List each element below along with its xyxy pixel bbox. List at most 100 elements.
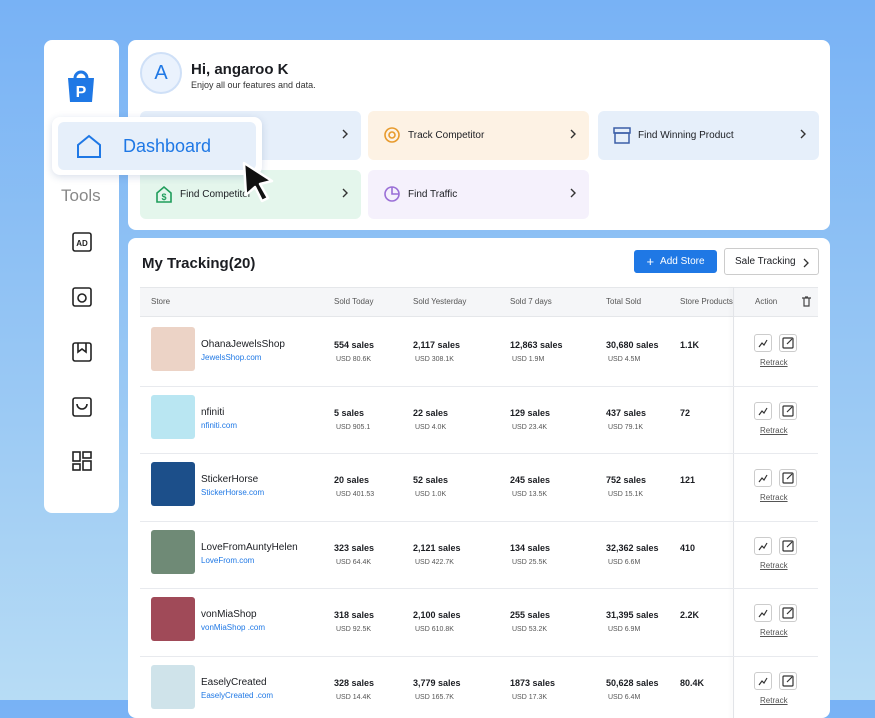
column-header: Sold 7 days	[510, 297, 552, 306]
store-link[interactable]: LoveFrom.com	[201, 555, 255, 565]
retrack-link[interactable]: Retrack	[760, 493, 788, 502]
sales-count: 245 sales	[510, 475, 551, 485]
store-thumbnail	[151, 664, 195, 709]
store-thumbnail	[151, 462, 195, 506]
add-store-button[interactable]: + Add Store	[634, 250, 717, 273]
row-divider	[140, 453, 818, 454]
column-header: Total Sold	[606, 297, 642, 306]
button-label: Add Store	[660, 256, 705, 267]
store-link[interactable]: StickerHorse.com	[201, 488, 265, 497]
sales-count: 2,100 sales	[413, 610, 461, 620]
quick-link[interactable]: Find Traffic	[368, 170, 589, 219]
store-name: vonMiaShop	[201, 609, 257, 620]
sales-count: 32,362 sales	[606, 542, 659, 553]
plus-icon: +	[646, 254, 655, 269]
sales-count: 2,117 sales	[413, 340, 461, 350]
sales-usd: USD 92.5K	[336, 626, 372, 633]
chart-button[interactable]	[754, 469, 772, 487]
edit-button[interactable]	[779, 536, 797, 555]
chart-button[interactable]	[754, 401, 772, 420]
store-name: EaselyCreated	[201, 676, 267, 688]
sales-count: 1873 sales	[510, 677, 556, 688]
chart-button[interactable]	[754, 536, 772, 555]
sales-usd: USD 80.6K	[336, 356, 372, 363]
column-header: Sold Yesterday	[413, 297, 467, 306]
sales-usd: USD 15.1K	[608, 491, 644, 498]
quick-link-label: Track Competitor	[408, 130, 485, 141]
sales-usd: USD 4.5M	[608, 356, 641, 363]
sales-usd: USD 422.7K	[415, 558, 454, 566]
section-label: Tools	[61, 186, 101, 205]
store-thumbnail	[151, 327, 195, 371]
svg-text:P: P	[76, 84, 87, 101]
store-products: 2.2K	[680, 610, 700, 620]
sales-usd: USD 165.7K	[415, 693, 454, 701]
store-products: 410	[680, 542, 696, 553]
store-link[interactable]: JewelsShop.com	[201, 353, 262, 362]
sales-usd: USD 905.1	[336, 423, 371, 431]
tracking-card: My Tracking(20) + Add Store Sale Tracking…	[128, 238, 830, 718]
store-thumbnail	[151, 394, 195, 439]
delete-icon[interactable]	[801, 296, 812, 307]
button-label: Sale Tracking	[735, 256, 796, 267]
store-link[interactable]: nfiniti.com	[201, 420, 238, 430]
sales-count: 129 sales	[510, 407, 551, 418]
logo: P	[68, 70, 94, 102]
store-products: 72	[680, 407, 691, 418]
sales-count: 50,628 sales	[606, 677, 659, 688]
store-products: 80.4K	[680, 677, 705, 688]
edit-button[interactable]	[779, 334, 797, 352]
store-name: nfiniti	[201, 406, 225, 418]
sales-usd: USD 610.8K	[415, 626, 454, 633]
retrack-link[interactable]: Retrack	[760, 425, 788, 435]
edit-button[interactable]	[779, 671, 797, 690]
store-link[interactable]: EaselyCreated .com	[201, 690, 274, 700]
sale-tracking-button[interactable]: Sale Tracking	[724, 248, 819, 275]
svg-text:AD: AD	[76, 239, 88, 248]
sales-usd: USD 1.9M	[512, 356, 545, 363]
sales-count: 5 sales	[334, 407, 365, 418]
sales-usd: USD 308.1K	[415, 356, 454, 363]
retrack-link[interactable]: Retrack	[760, 628, 788, 637]
sales-usd: USD 401.53	[336, 491, 375, 498]
sales-count: 323 sales	[334, 542, 375, 553]
greeting-title: Hi, angaroo K	[191, 61, 289, 78]
greeting-subtitle: Enjoy all our features and data.	[191, 80, 316, 90]
store-name: OhanaJewelsShop	[201, 339, 285, 350]
sales-count: 12,863 sales	[510, 340, 563, 350]
sales-usd: USD 6.6M	[608, 558, 641, 566]
avatar: A	[140, 52, 182, 94]
sales-usd: USD 25.5K	[512, 558, 548, 566]
retrack-link[interactable]: Retrack	[760, 695, 788, 705]
retrack-link[interactable]: Retrack	[760, 358, 788, 367]
row-divider	[140, 520, 818, 522]
quick-link[interactable]: Find Winning Product	[598, 111, 819, 160]
column-header: Store Products	[680, 297, 733, 306]
store-name: StickerHorse	[201, 474, 259, 485]
table-header	[140, 287, 818, 317]
edit-button[interactable]	[779, 469, 797, 487]
svg-text:$: $	[161, 192, 166, 202]
chart-button[interactable]	[754, 671, 772, 690]
edit-button[interactable]	[779, 401, 797, 420]
quick-link-label: Find Traffic	[408, 189, 458, 200]
store-thumbnail	[151, 529, 195, 574]
chart-button[interactable]	[754, 334, 772, 352]
sales-usd: USD 17.3K	[512, 693, 548, 701]
sales-count: 20 sales	[334, 475, 370, 485]
store-products: 1.1K	[680, 340, 700, 350]
quick-link-label: Find Competitor	[180, 189, 252, 200]
cursor	[242, 161, 274, 203]
chart-button[interactable]	[754, 604, 772, 622]
dashboard-popup[interactable]: Dashboard	[52, 117, 262, 175]
tracking-title: My Tracking(20)	[142, 255, 256, 272]
sales-count: 31,395 sales	[606, 610, 659, 620]
row-divider	[140, 385, 818, 387]
sidebar: P Tools AD	[44, 40, 119, 513]
store-thumbnail	[151, 597, 195, 641]
store-link[interactable]: vonMiaShop .com	[201, 623, 266, 632]
retrack-link[interactable]: Retrack	[760, 560, 788, 570]
quick-link[interactable]: Track Competitor	[368, 111, 589, 160]
edit-button[interactable]	[779, 604, 797, 622]
